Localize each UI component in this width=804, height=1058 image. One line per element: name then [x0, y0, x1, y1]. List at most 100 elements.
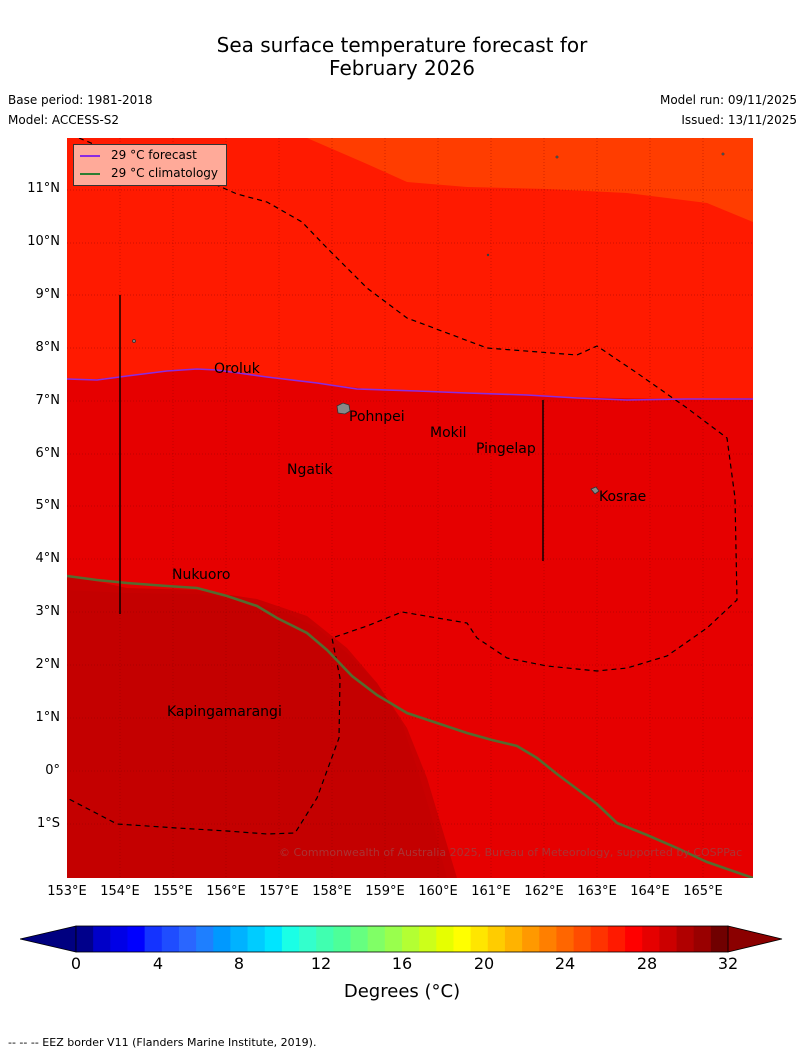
copyright: © Commonwealth of Australia 2025, Bureau… — [279, 846, 743, 859]
islet-marker — [486, 253, 490, 257]
lon-label: 164°E — [630, 884, 670, 899]
colorbar-tick: 24 — [554, 954, 576, 973]
colorbar-tick: 12 — [310, 954, 332, 973]
map-legend: 29 °C forecast 29 °C climatology — [73, 144, 227, 186]
lat-label: 9°N — [35, 287, 61, 302]
colorbar-cell — [539, 926, 557, 952]
colorbar-unit-label: Degrees (°C) — [343, 981, 461, 1002]
colorbar-min-arrow — [20, 925, 77, 953]
colorbar-cell — [573, 926, 592, 952]
colorbar-cell — [676, 926, 695, 952]
colorbar-cell — [161, 926, 180, 952]
lat-label: 0° — [45, 763, 60, 778]
colorbar-cell — [590, 926, 609, 952]
pohnpei-island — [336, 402, 351, 415]
lon-label: 154°E — [100, 884, 140, 899]
lon-label: 165°E — [683, 884, 723, 899]
colorbar-cell — [487, 926, 506, 952]
lon-label: 160°E — [418, 884, 458, 899]
colorbar-cell — [76, 926, 94, 952]
lon-label: 163°E — [577, 884, 617, 899]
map-title-line1: Sea surface temperature forecast for — [216, 33, 588, 57]
colorbar-tick: 16 — [391, 954, 413, 973]
sst-band-26 — [67, 590, 447, 878]
colorbar-cell — [144, 926, 163, 952]
colorbar-cell — [110, 926, 128, 952]
legend-climatology-line — [80, 172, 100, 175]
colorbar-cell — [436, 926, 454, 952]
colorbar-cell — [367, 926, 386, 952]
eez-border — [67, 138, 738, 835]
colorbar-cell — [522, 926, 540, 952]
eez-footnote: -- -- -- EEZ border V11 (Flanders Marine… — [8, 1036, 317, 1049]
lat-label: 7°N — [35, 393, 61, 408]
colorbar-tick: 0 — [70, 954, 82, 973]
colorbar-cell — [213, 926, 231, 952]
legend-climatology-label: 29 °C climatology — [111, 166, 219, 180]
colorbar-cell — [402, 926, 420, 952]
lat-label: 4°N — [35, 551, 61, 566]
issued-date: Issued: 13/11/2025 — [681, 113, 797, 127]
sst-map[interactable] — [67, 138, 753, 878]
colorbar-tick: 4 — [152, 954, 164, 973]
colorbar-cell — [316, 926, 334, 952]
model-run: Model run: 09/11/2025 — [659, 93, 797, 107]
colorbar-cell — [710, 926, 729, 952]
colorbar-cell — [607, 926, 626, 952]
colorbar-tick: 20 — [473, 954, 495, 973]
colorbar-tick: 28 — [636, 954, 658, 973]
colorbar-cell — [642, 926, 660, 952]
lat-label: 2°N — [35, 657, 61, 672]
base-period: Base period: 1981-2018 — [8, 93, 153, 107]
lat-label: 5°N — [35, 498, 61, 513]
lat-label: 1°S — [36, 816, 60, 831]
place-kosrae: Kosrae — [599, 489, 647, 505]
islet-marker — [132, 339, 136, 343]
lon-label: 157°E — [259, 884, 299, 899]
place-kapingamarangi: Kapingamarangi — [167, 704, 282, 720]
lat-label: 6°N — [35, 446, 61, 461]
place-pohnpei: Pohnpei — [349, 409, 405, 425]
colorbar-cell — [93, 926, 111, 952]
colorbar-cell — [504, 926, 523, 952]
colorbar-cell — [264, 926, 283, 952]
colorbar-cell — [299, 926, 317, 952]
place-pingelap: Pingelap — [476, 441, 536, 457]
colorbar-cell — [127, 926, 146, 952]
lon-label: 155°E — [153, 884, 193, 899]
colorbar-cell — [556, 926, 574, 952]
lat-label: 8°N — [35, 340, 61, 355]
colorbar-cell — [281, 926, 300, 952]
place-mokil: Mokil — [430, 425, 467, 441]
colorbar-cell — [453, 926, 472, 952]
lon-label: 153°E — [47, 884, 87, 899]
legend-forecast-line — [80, 154, 100, 157]
legend-forecast-label: 29 °C forecast — [111, 148, 197, 162]
colorbar-cell — [178, 926, 197, 952]
colorbar — [20, 925, 783, 953]
colorbar-cell — [659, 926, 677, 952]
lat-label: 10°N — [27, 234, 60, 249]
colorbar-cell — [384, 926, 403, 952]
colorbar-cell — [625, 926, 643, 952]
model-name: Model: ACCESS-S2 — [8, 113, 120, 127]
colorbar-cell — [230, 926, 248, 952]
colorbar-cell — [693, 926, 712, 952]
lon-label: 159°E — [365, 884, 405, 899]
place-ngatik: Ngatik — [287, 462, 333, 478]
colorbar-cell — [333, 926, 351, 952]
legend-forecast-entry: 29 °C forecast — [80, 148, 197, 162]
island-markers — [132, 152, 725, 495]
sst-band-over-29 — [307, 138, 753, 222]
lon-label: 158°E — [312, 884, 352, 899]
islet-marker — [721, 152, 725, 156]
kosrae-island — [590, 486, 600, 495]
colorbar-max-arrow — [727, 925, 783, 953]
lon-label: 162°E — [524, 884, 564, 899]
lon-label: 161°E — [471, 884, 511, 899]
place-nukuoro: Nukuoro — [172, 567, 231, 583]
lat-label: 3°N — [35, 604, 61, 619]
lon-label: 156°E — [206, 884, 246, 899]
forecast-contour — [67, 368, 753, 401]
gridlines — [67, 138, 753, 878]
